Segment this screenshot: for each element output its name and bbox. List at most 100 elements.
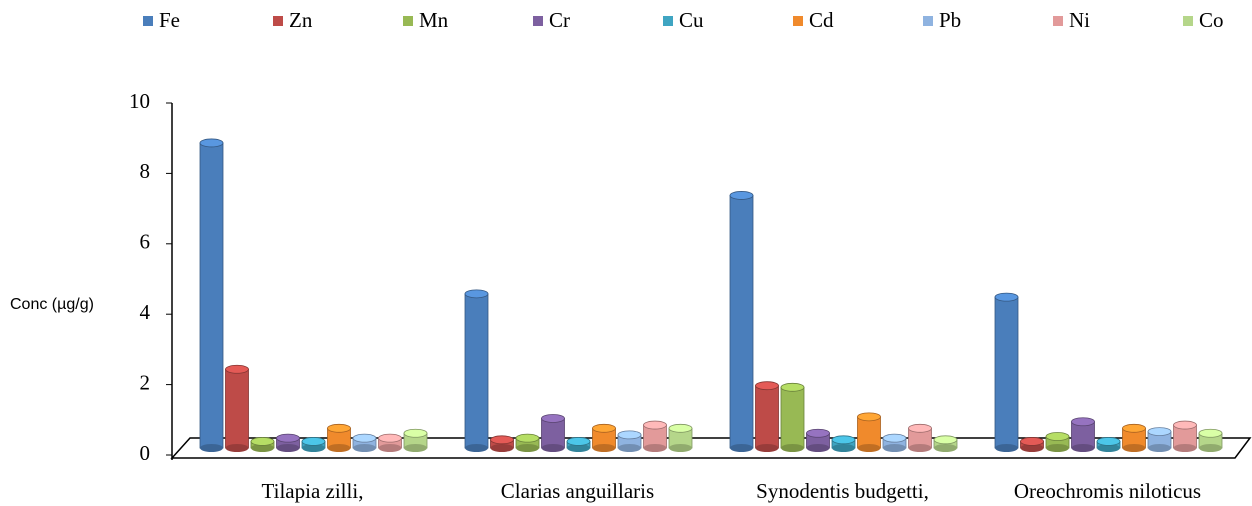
bar-cap <box>1071 417 1095 427</box>
bar <box>780 386 805 449</box>
y-tick-label: 6 <box>140 230 151 254</box>
bar-base <box>1097 444 1120 452</box>
legend-swatch <box>663 16 673 26</box>
legend-label: Mn <box>419 8 449 32</box>
bar-base <box>251 444 274 452</box>
bar-base <box>225 444 249 452</box>
bar-cap <box>1020 437 1044 446</box>
bar-base <box>200 444 223 452</box>
bar-cap <box>729 191 754 200</box>
bar-base <box>730 444 753 452</box>
bar <box>729 195 754 449</box>
bar-cap <box>515 433 540 443</box>
bar-base <box>755 444 779 452</box>
y-tick-label: 0 <box>140 441 151 465</box>
bar-cap <box>1096 437 1121 446</box>
bar-base <box>516 444 539 452</box>
bar-cap <box>1045 432 1070 441</box>
legend-label: Zn <box>289 8 313 32</box>
legend-swatch <box>533 16 543 26</box>
bar <box>857 416 881 449</box>
bar-base <box>832 444 855 452</box>
bar-base <box>1020 444 1044 452</box>
legend-swatch <box>273 16 283 26</box>
bar-cap <box>566 437 591 446</box>
x-tick-label: Oreochromis niloticus <box>1014 479 1201 503</box>
bar-cap <box>1122 423 1146 433</box>
bar-cap <box>994 292 1019 302</box>
bar-base <box>883 444 906 452</box>
bar-cap <box>933 435 958 445</box>
legend-swatch <box>143 16 153 26</box>
y-tick-label: 8 <box>140 159 151 183</box>
bar-cap <box>541 414 565 423</box>
bar-base <box>1071 444 1095 452</box>
bar-cap <box>352 433 377 443</box>
bar-cap <box>378 433 402 443</box>
bar-base <box>857 444 881 452</box>
bar-base <box>806 444 830 452</box>
bar-cap <box>780 382 805 392</box>
bar-base <box>490 444 514 452</box>
y-axis-label: Conc (µg/g) <box>10 296 94 313</box>
legend-swatch <box>1183 16 1193 26</box>
bar-cap <box>464 289 489 299</box>
bar-base <box>908 444 932 452</box>
bar-base <box>378 444 402 452</box>
legend-label: Fe <box>159 8 180 32</box>
bar-base <box>404 444 427 452</box>
y-tick-label: 2 <box>140 370 151 394</box>
bar-base <box>781 444 804 452</box>
bar-base <box>327 444 351 452</box>
bar <box>541 418 565 449</box>
bar-cap <box>755 381 779 391</box>
bar-base <box>995 444 1018 452</box>
bar-base <box>541 444 565 452</box>
bar-cap <box>806 428 830 438</box>
legend-swatch <box>793 16 803 26</box>
bar-base <box>567 444 590 452</box>
bar-base <box>276 444 300 452</box>
y-tick-label: 10 <box>129 89 150 113</box>
bar-cap <box>908 423 932 433</box>
bar-cap <box>225 364 249 374</box>
legend-swatch <box>403 16 413 26</box>
bar-base <box>465 444 488 452</box>
x-tick-label: Clarias anguillaris <box>501 479 654 503</box>
bar-base <box>592 444 616 452</box>
bar-cap <box>643 420 667 430</box>
bar-cap <box>276 433 300 443</box>
bar-base <box>353 444 376 452</box>
bar-base <box>1199 444 1222 452</box>
x-tick-label: Synodentis budgetti, <box>756 479 929 503</box>
y-tick-label: 4 <box>140 300 151 324</box>
bar <box>755 385 779 449</box>
bar-cap <box>1198 428 1223 438</box>
bar-cap <box>1173 420 1197 430</box>
legend-label: Cu <box>679 8 704 32</box>
bar-base <box>934 444 957 452</box>
bar-base <box>1148 444 1171 452</box>
bar <box>994 296 1019 449</box>
x-tick-label: Tilapia zilli, <box>262 479 364 503</box>
bar-cap <box>668 423 693 433</box>
legend-label: Pb <box>939 8 961 32</box>
legend-swatch <box>1053 16 1063 26</box>
bar <box>199 142 224 449</box>
legend-label: Ni <box>1069 8 1090 32</box>
bar-base <box>1046 444 1069 452</box>
bar-base <box>302 444 325 452</box>
bar-cap <box>199 138 224 148</box>
bar-base <box>618 444 641 452</box>
bar <box>464 293 489 449</box>
bar-cap <box>327 423 351 433</box>
bar-base <box>1173 444 1197 452</box>
legend-label: Co <box>1199 8 1224 32</box>
bar-cap <box>1147 427 1172 437</box>
legend-swatch <box>923 16 933 26</box>
bar-cap <box>857 412 881 422</box>
bar-cap <box>882 433 907 443</box>
bar-base <box>643 444 667 452</box>
bar-cap <box>490 435 514 445</box>
bar-base <box>1122 444 1146 452</box>
